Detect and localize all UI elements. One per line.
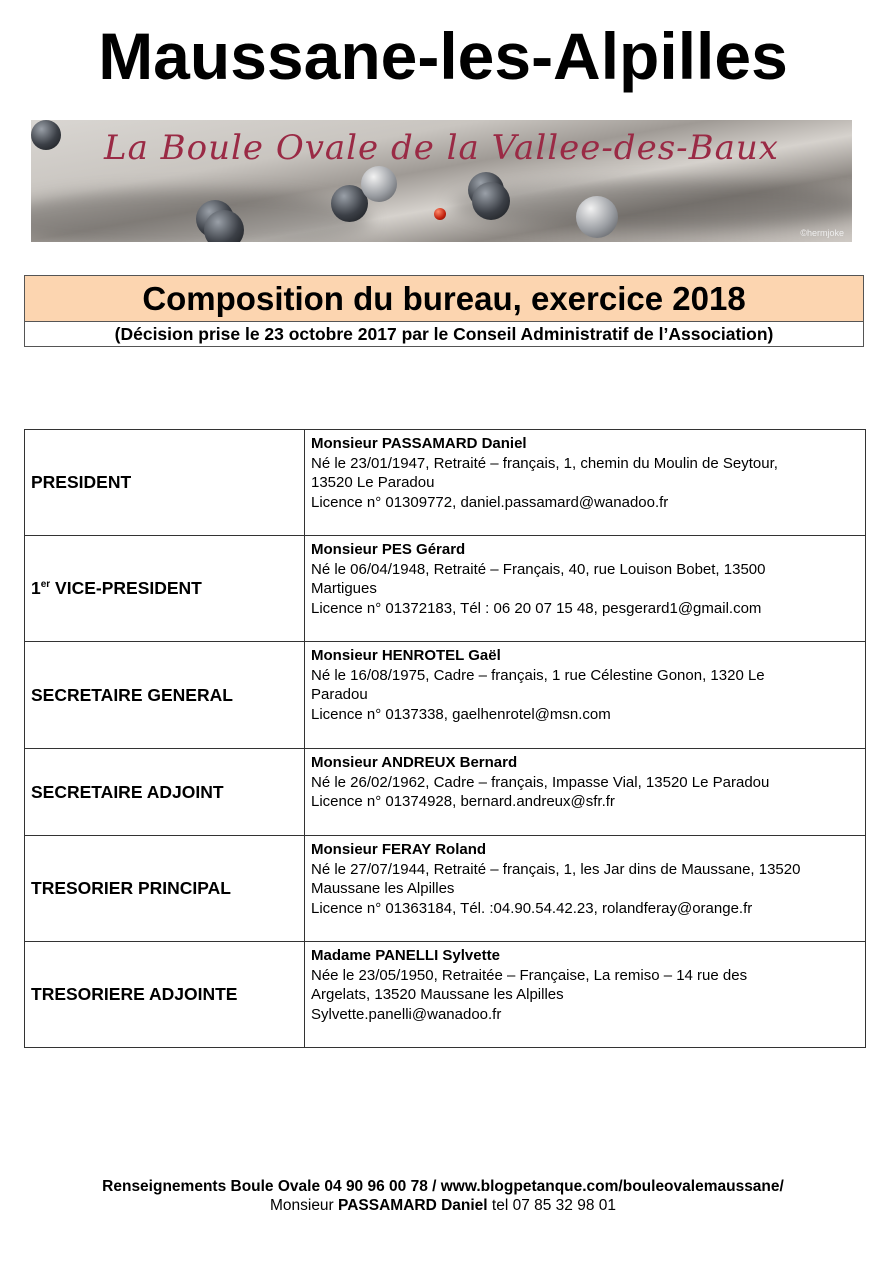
member-info-cell: Monsieur PES Gérard Né le 06/04/1948, Ret… xyxy=(304,535,866,642)
table-row: PRESIDENT Monsieur PASSAMARD Daniel Né le … xyxy=(24,429,866,536)
member-detail-line: Licence n° 01372183, Tél : 06 20 07 15 4… xyxy=(311,599,762,617)
footer-contact: Monsieur PASSAMARD Daniel tel 07 85 32 9… xyxy=(0,1197,886,1215)
jack-ball xyxy=(434,208,446,220)
table-row: TRESORIERE ADJOINTE Madame PANELLI Sylvet… xyxy=(24,941,866,1048)
role-label: SECRETAIRE GENERAL xyxy=(31,684,233,705)
watermark: ©hermjoke xyxy=(800,228,844,238)
member-name: Madame PANELLI Sylvette xyxy=(311,947,500,964)
member-info-cell: Monsieur HENROTEL Gaël Né le 16/08/1975, … xyxy=(304,641,866,749)
member-info-cell: Monsieur FERAY Roland Né le 27/07/1944, R… xyxy=(304,835,866,942)
member-detail-line: Licence n° 01363184, Tél. :04.90.54.42.2… xyxy=(311,899,753,917)
member-detail-line: Paradou xyxy=(311,686,368,703)
petanque-ball xyxy=(472,182,510,220)
petanque-ball xyxy=(31,120,61,150)
role-cell: TRESORIERE ADJOINTE xyxy=(24,941,305,1048)
member-name: Monsieur HENROTEL Gaël xyxy=(311,647,501,664)
role-label: TRESORIER PRINCIPAL xyxy=(31,878,231,898)
footer-info: Renseignements Boule Ovale 04 90 96 00 7… xyxy=(102,1178,784,1195)
member-detail-line: Argelats, 13520 Maussane les Alpilles xyxy=(311,986,564,1003)
role-cell: SECRETAIRE GENERAL xyxy=(24,641,305,749)
petanque-ball xyxy=(361,166,397,202)
role-cell: 1er VICE-PRESIDENT xyxy=(24,535,305,642)
member-name: Monsieur ANDREUX Bernard xyxy=(311,754,518,771)
member-detail-line: 13520 Le Paradou xyxy=(311,474,435,491)
role-superscript: er xyxy=(40,579,51,591)
table-row: SECRETAIRE ADJOINT Monsieur ANDREUX Berna… xyxy=(24,748,866,836)
role-label-rest: VICE-PRESIDENT xyxy=(50,578,202,598)
table-row: TRESORIER PRINCIPAL Monsieur FERAY Roland… xyxy=(24,835,866,942)
table-row: 1er VICE-PRESIDENT Monsieur PES Gérard Né … xyxy=(24,535,866,642)
member-detail-line: Sylvette.panelli@wanadoo.fr xyxy=(311,1005,502,1023)
heading-box: Composition du bureau, exercice 2018 (Dé… xyxy=(24,275,864,347)
section-title: Composition du bureau, exercice 2018 xyxy=(25,276,863,322)
member-detail-line: Né le 06/04/1948, Retraité – Français, 4… xyxy=(311,560,766,578)
banner-text: La Boule Ovale de la Vallee-des-Baux xyxy=(104,128,779,168)
member-detail-line: Né le 23/01/1947, Retraité – français, 1… xyxy=(311,454,778,472)
role-label: SECRETAIRE ADJOINT xyxy=(31,781,224,802)
member-detail-line: Né le 16/08/1975, Cadre – français, 1 ru… xyxy=(311,666,765,684)
member-name: Monsieur PASSAMARD Daniel xyxy=(311,435,527,452)
member-detail-line: Née le 23/05/1950, Retraitée – Française… xyxy=(311,966,748,984)
petanque-ball xyxy=(576,196,618,238)
member-detail-line: Licence n° 0137338, gaelhenrotel@msn.com xyxy=(311,705,611,723)
member-detail-line: Licence n° 01309772, daniel.passamard@wa… xyxy=(311,493,669,511)
footer-contact-text: Monsieur PASSAMARD Daniel tel 07 85 32 9… xyxy=(269,1197,617,1214)
banner-image: La Boule Ovale de la Vallee-des-Baux ©he… xyxy=(31,120,852,242)
member-detail-line: Martigues xyxy=(311,580,377,597)
role-label: TRESORIERE ADJOINTE xyxy=(31,984,238,1004)
role-cell: PRESIDENT xyxy=(24,429,305,536)
member-detail-line: Né le 26/02/1962, Cadre – français, Impa… xyxy=(311,773,770,791)
member-detail-line: Licence n° 01374928, bernard.andreux@sfr… xyxy=(311,793,615,810)
member-info-cell: Monsieur ANDREUX Bernard Né le 26/02/1962… xyxy=(304,748,866,836)
page-title: Maussane-les-Alpilles xyxy=(98,19,788,93)
petanque-ball xyxy=(204,210,244,242)
member-detail-line: Maussane les Alpilles xyxy=(311,880,455,897)
member-detail-line: Né le 27/07/1944, Retraité – français, 1… xyxy=(311,860,801,878)
role-cell: SECRETAIRE ADJOINT xyxy=(24,748,305,836)
role-cell: TRESORIER PRINCIPAL xyxy=(24,835,305,942)
member-info-cell: Monsieur PASSAMARD Daniel Né le 23/01/194… xyxy=(304,429,866,536)
member-name: Monsieur PES Gérard xyxy=(311,541,466,558)
role-label: PRESIDENT xyxy=(31,472,132,492)
section-subtitle: (Décision prise le 23 octobre 2017 par l… xyxy=(114,324,774,344)
member-info-cell: Madame PANELLI Sylvette Née le 23/05/1950… xyxy=(304,941,866,1048)
table-row: SECRETAIRE GENERAL Monsieur HENROTEL Gaël… xyxy=(24,641,866,749)
bureau-table: PRESIDENT Monsieur PASSAMARD Daniel Né le … xyxy=(24,429,866,1048)
role-label: 1 xyxy=(31,578,41,598)
member-name: Monsieur FERAY Roland xyxy=(311,841,487,858)
